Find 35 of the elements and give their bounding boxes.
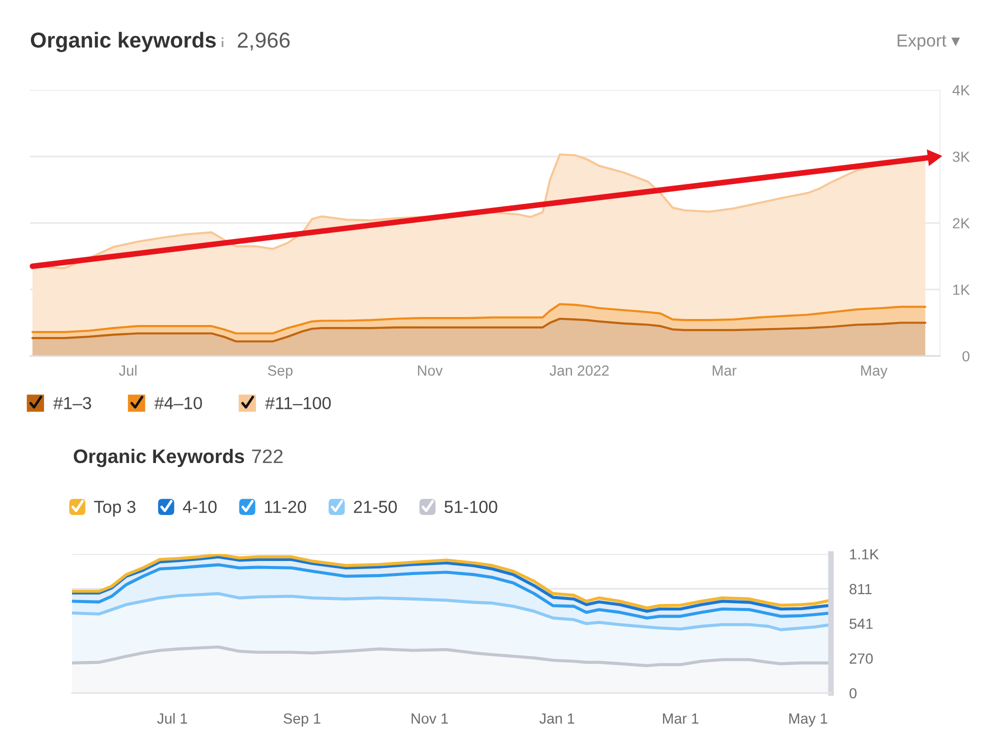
x-tick-label: Nov (418, 366, 443, 376)
x-tick-label: Mar (712, 366, 736, 376)
legend-label: 4-10 (182, 500, 217, 514)
y-tick-label: 2K (952, 218, 970, 228)
x-tick-label: Sep (268, 365, 293, 379)
legend-label: 21-50 (354, 500, 397, 514)
chart-title: Organic Keywords (74, 448, 244, 468)
x-tick-label: Jan 2022 (550, 365, 609, 376)
legend-label: #11–100 (265, 396, 331, 410)
y-tick-label: 4K (952, 85, 970, 96)
text: Export ▾ (898, 34, 960, 50)
legend-label: #4–10 (154, 396, 202, 410)
x-tick-label: May 1 (789, 714, 828, 727)
x-tick-label: Nov 1 (412, 714, 448, 724)
chart-title: Organic keywords (30, 32, 216, 52)
y-tick-label: 0 (962, 351, 970, 362)
y-tick-label: 0 (850, 688, 857, 698)
y-tick-label: 270 (850, 653, 873, 664)
x-tick-label: Jul (119, 365, 136, 376)
y-tick-label: 3K (952, 152, 970, 162)
chart-subtitle: 2,966 (238, 32, 290, 50)
x-tick-label: Jul 1 (157, 713, 188, 724)
x-tick-label: May (861, 366, 888, 379)
x-tick-label: Sep 1 (284, 713, 320, 727)
y-tick-label: 1.1K (850, 549, 879, 560)
legend-label: #1–3 (53, 396, 92, 410)
legend-label: Top 3 (94, 500, 136, 516)
chart-subtitle: 722 (252, 449, 283, 464)
y-tick-label: 1K (953, 284, 970, 295)
y-tick-label: 811 (850, 584, 872, 594)
x-tick-label: Jan 1 (539, 714, 574, 724)
legend-label: 11-20 (264, 500, 306, 514)
x-tick-label: Mar 1 (663, 714, 698, 724)
legend-label: 51-100 (444, 500, 498, 514)
y-tick-label: 541 (850, 618, 873, 629)
